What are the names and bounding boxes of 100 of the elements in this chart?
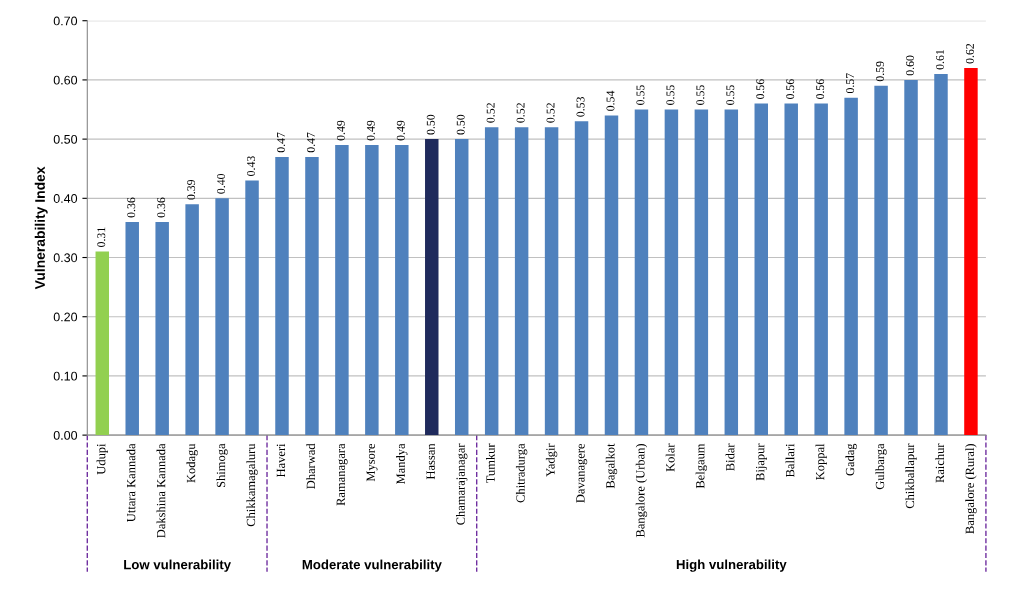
data-label: 0.50: [426, 114, 435, 135]
x-tick-label: Ballari: [785, 443, 795, 478]
bar: [484, 127, 499, 436]
x-tick-label: Dakshina Kannada: [156, 443, 166, 538]
bar: [934, 74, 948, 436]
x-tick-label: Udupi: [96, 443, 108, 475]
bar: [155, 222, 169, 436]
data-label: 0.52: [546, 103, 555, 123]
bar: [305, 156, 319, 436]
x-tick-label: Mandya: [396, 443, 408, 485]
data-label: 0.56: [756, 79, 765, 99]
bar: [964, 68, 978, 436]
bar: [904, 79, 918, 436]
x-tick-label: Chitradurga: [515, 443, 528, 503]
bar: [215, 198, 229, 436]
data-label: 0.56: [786, 79, 795, 99]
bar: [874, 85, 888, 436]
bar: [514, 127, 529, 436]
data-label: 0.36: [157, 197, 166, 218]
bar: [724, 109, 739, 436]
bar: [844, 97, 858, 436]
x-tick-label: Hassan: [426, 443, 435, 480]
y-tick-label: 0.70: [53, 16, 78, 26]
y-tick-label: 0.10: [53, 371, 78, 381]
bar: [395, 145, 409, 436]
x-tick-label: Chikballapur: [905, 443, 917, 509]
data-label: 0.39: [187, 179, 196, 200]
x-tick-label: Haveri: [276, 443, 286, 478]
bar: [664, 109, 679, 436]
data-label: 0.57: [846, 73, 855, 94]
x-tick-label: Raichur: [935, 443, 945, 483]
bar: [185, 204, 199, 436]
x-tick-label: Yadgir: [545, 443, 558, 477]
text: Low vulnerability: [124, 559, 231, 572]
bar: [634, 109, 649, 436]
y-tick-label: 0.50: [53, 134, 78, 144]
data-label: 0.62: [965, 43, 974, 64]
data-label: 0.50: [456, 114, 465, 135]
data-label: 0.47: [306, 132, 315, 153]
data-label: 0.55: [666, 85, 675, 105]
data-label: 0.52: [486, 103, 495, 123]
bar: [275, 156, 289, 436]
x-tick-label: Gadag: [845, 443, 857, 476]
x-tick-label: Bangalore (Rural): [965, 444, 977, 534]
y-tick-label: 0.60: [53, 75, 78, 85]
data-label: 0.61: [935, 49, 944, 70]
x-tick-label: Chamarajanagar: [456, 443, 468, 525]
x-tick-label: Bagalkot: [605, 443, 618, 489]
bar: [454, 139, 469, 436]
y-axis-title: Vulnerability Index: [34, 166, 48, 290]
data-label: 0.40: [217, 173, 226, 194]
bar: [574, 121, 589, 436]
bar: [604, 115, 619, 436]
x-tick-label: Uttara Kannada: [126, 443, 136, 522]
x-tick-label: Dharwad: [306, 443, 316, 489]
x-tick-label: Davanagere: [576, 443, 588, 503]
x-tick-label: Chikkamagaluru: [246, 443, 258, 527]
x-tick-label: Shimoga: [216, 443, 228, 488]
y-tick-label: 0.30: [53, 253, 78, 263]
bar: [425, 139, 439, 436]
data-label: 0.55: [726, 85, 735, 105]
data-label: 0.49: [336, 120, 345, 141]
x-tick-label: Ramanagara: [336, 443, 348, 506]
x-tick-label: Koppal: [815, 443, 827, 480]
bar: [784, 103, 798, 436]
x-tick-label: Mysore: [366, 443, 378, 482]
y-tick-label: 0.40: [53, 194, 78, 203]
data-label: 0.36: [127, 197, 136, 218]
data-label: 0.49: [366, 120, 375, 141]
data-label: 0.56: [816, 79, 825, 99]
bar: [335, 145, 349, 436]
data-label: 0.55: [696, 85, 705, 105]
text: High vulnerability: [676, 559, 787, 572]
x-tick-label: Kolar: [665, 443, 675, 472]
data-label: 0.43: [247, 156, 256, 176]
bar: [245, 180, 259, 436]
y-tick-label: 0.20: [53, 312, 78, 322]
bar: [694, 109, 709, 436]
data-label: 0.59: [876, 61, 885, 82]
data-label: 0.47: [276, 132, 285, 153]
y-tick-label: 0.00: [53, 430, 78, 440]
bar: [95, 251, 110, 436]
x-tick-label: Bijapur: [755, 443, 767, 481]
bar: [365, 145, 379, 436]
bar: [814, 103, 828, 436]
x-tick-label: Belgaum: [695, 443, 708, 489]
data-label: 0.60: [906, 55, 915, 76]
x-tick-label: Gulbarga: [875, 443, 887, 490]
data-label: 0.55: [636, 85, 645, 105]
data-label: 0.53: [576, 96, 585, 117]
data-label: 0.52: [516, 103, 525, 123]
x-tick-label: Kodagu: [186, 443, 198, 483]
text: Moderate vulnerability: [302, 559, 442, 572]
x-tick-label: Bidar: [725, 443, 735, 471]
data-label: 0.54: [606, 90, 615, 111]
data-label: 0.49: [396, 120, 405, 141]
x-tick-label: Bangalore (Urban): [635, 444, 648, 538]
bar: [125, 222, 139, 436]
bar: [544, 127, 559, 436]
x-tick-label: Tumkur: [486, 443, 495, 484]
